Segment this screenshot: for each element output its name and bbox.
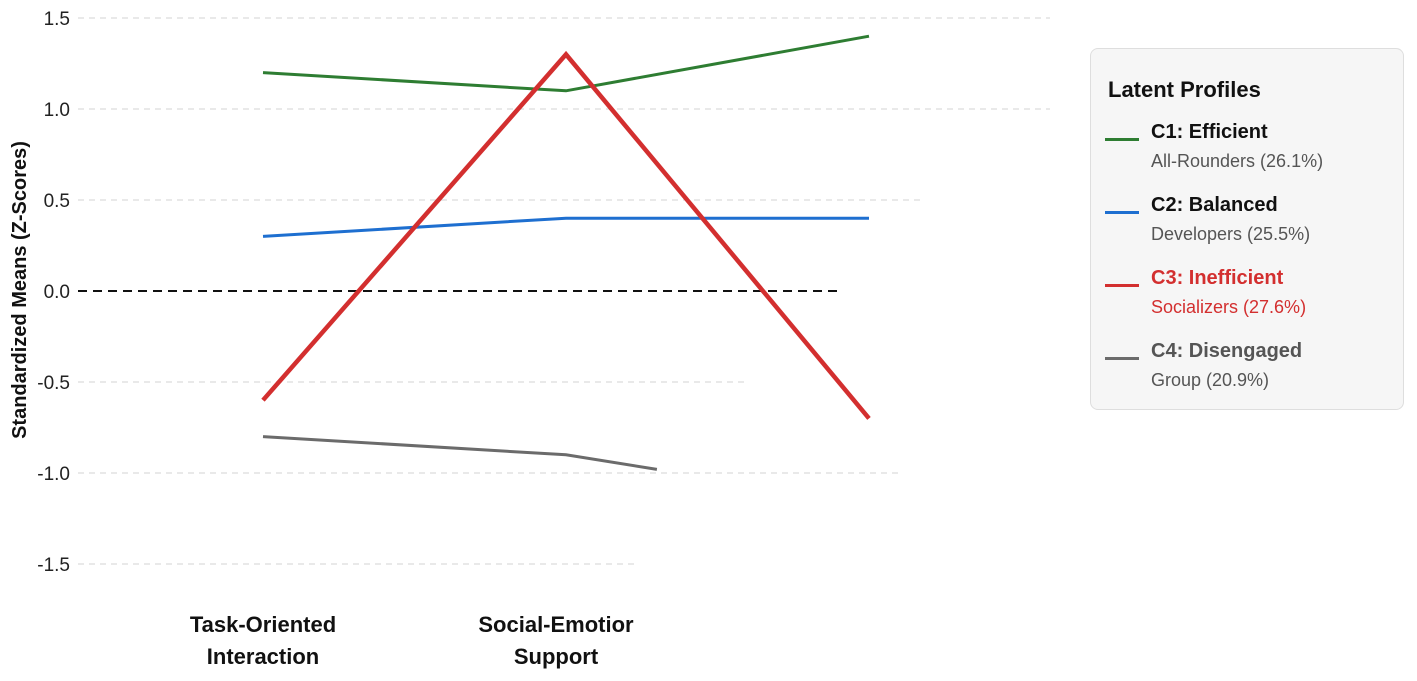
legend-item-name: C1: Efficient — [1151, 121, 1268, 143]
legend: Latent Profiles C1: Efficient All-Rounde… — [1090, 48, 1404, 410]
series-lines — [261, 34, 871, 471]
legend-swatch-c4 — [1105, 357, 1139, 360]
y-tick-label: -1.0 — [37, 464, 70, 485]
legend-item-c3[interactable]: C3: Inefficient Socializers (27.6%) — [1105, 267, 1395, 327]
legend-item-name: C4: Disengaged — [1151, 340, 1303, 362]
series-line-c4 — [262, 435, 658, 471]
legend-swatch-c2 — [1105, 211, 1139, 214]
legend-swatch-c3 — [1105, 284, 1139, 287]
y-tick-label: 1.5 — [44, 9, 70, 30]
legend-item-sub: All-Rounders (26.1%) — [1151, 151, 1324, 171]
y-tick-label: 1.0 — [44, 100, 70, 121]
legend-item-c4[interactable]: C4: Disengaged Group (20.9%) — [1105, 340, 1395, 400]
y-tick-label: -0.5 — [37, 373, 70, 394]
series-line-c3 — [261, 50, 871, 420]
legend-swatch-c1 — [1105, 138, 1139, 141]
legend-item-c2[interactable]: C2: Balanced Developers (25.5%) — [1105, 194, 1395, 254]
legend-item-c1[interactable]: C1: Efficient All-Rounders (26.1%) — [1105, 121, 1395, 181]
x-category-label: Social-Emotior — [478, 612, 634, 637]
x-category-label: Interaction — [207, 644, 319, 669]
x-category-label: Task-Oriented — [190, 612, 336, 637]
x-category-label: Support — [514, 644, 599, 669]
series-line-c2 — [262, 216, 869, 238]
legend-item-sub: Socializers (27.6%) — [1151, 297, 1307, 317]
legend-item-name: C3: Inefficient — [1151, 267, 1284, 289]
series-line-c1 — [262, 34, 870, 93]
x-axis-categories: Task-Oriented Interaction Social-Emotior Su… — [190, 612, 634, 669]
legend-item-sub: Group (20.9%) — [1151, 370, 1270, 390]
y-axis-label: Standardized Means (Z-Scores) — [9, 141, 31, 439]
legend-item-sub: Developers (25.5%) — [1151, 224, 1311, 244]
legend-item-name: C2: Balanced — [1151, 194, 1278, 216]
grid-lines — [78, 17, 1050, 565]
legend-title: Latent Profiles — [1108, 77, 1261, 102]
y-axis-ticks: 1.5 1.0 0.5 0.0 -0.5 -1.0 -1.5 — [37, 9, 70, 576]
y-tick-label: 0.0 — [44, 282, 70, 303]
y-tick-label: 0.5 — [44, 191, 70, 212]
y-tick-label: -1.5 — [37, 555, 70, 576]
line-chart: 1.5 1.0 0.5 0.0 -0.5 -1.0 -1.5 Task-Oriented In… — [9, 9, 1050, 669]
